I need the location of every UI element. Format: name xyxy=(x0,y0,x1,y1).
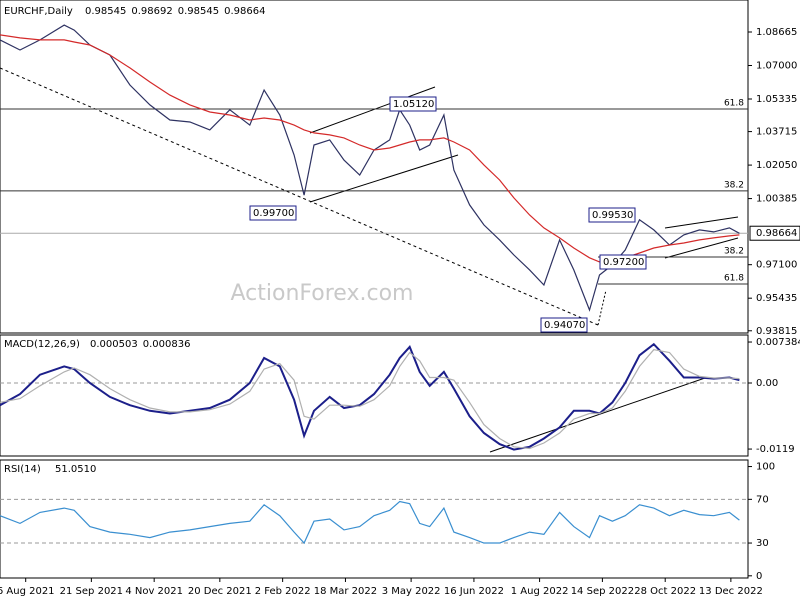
last-price-label: 0.98664 xyxy=(756,228,797,239)
y-tick-label: 1.03715 xyxy=(756,127,797,138)
channel-line xyxy=(309,154,459,203)
series-line xyxy=(0,342,740,451)
channel-line xyxy=(664,216,739,229)
y-tick-label: 0.97100 xyxy=(756,260,797,271)
y-tick-label: 100 xyxy=(756,462,775,473)
macd-panel xyxy=(0,334,749,457)
series-line xyxy=(0,349,740,450)
fib-label: 38.2 xyxy=(724,180,744,190)
rsi-title: RSI(14) xyxy=(4,464,41,475)
x-tick-label: 18 Mar 2022 xyxy=(314,586,377,597)
annotation-box xyxy=(249,205,297,221)
annotation-box xyxy=(588,207,636,223)
price-title: EURCHF,Daily xyxy=(4,6,73,17)
y-tick-label: 0.007384 xyxy=(756,337,800,348)
y-tick-label: 30 xyxy=(756,538,769,549)
y-tick-label: -0.0119 xyxy=(756,444,795,455)
x-tick-label: 20 Dec 2021 xyxy=(188,586,252,597)
macd-title: MACD(12,26,9) xyxy=(4,339,80,350)
annotation: 0.99530 xyxy=(592,210,633,221)
x-tick-label: 2 Feb 2022 xyxy=(255,586,311,597)
annotation: 0.99700 xyxy=(253,208,294,219)
series-line xyxy=(0,24,740,312)
rsi-panel xyxy=(0,459,749,579)
x-tick-label: 6 Aug 2021 xyxy=(0,586,55,597)
annotation: 0.94070 xyxy=(544,320,585,331)
y-tick-label: 1.07000 xyxy=(756,60,797,71)
y-tick-label: 1.05335 xyxy=(756,94,797,105)
x-tick-label: 16 Jun 2022 xyxy=(444,586,504,597)
x-tick-label: 21 Sep 2021 xyxy=(60,586,123,597)
annotation-box xyxy=(599,254,647,270)
series-line xyxy=(0,500,740,545)
fib-label: 61.8 xyxy=(724,98,744,108)
y-tick-label: 0.93815 xyxy=(756,326,797,337)
y-tick-label: 1.08665 xyxy=(756,27,797,38)
y-tick-label: 70 xyxy=(756,494,769,505)
channel-line xyxy=(309,86,436,134)
header-value: 51.0510 xyxy=(55,464,96,475)
header-value: 0.98545 xyxy=(178,6,219,17)
header-value: 0.000836 xyxy=(143,339,191,350)
x-tick-label: 1 Aug 2022 xyxy=(511,586,569,597)
annotation: 1.05120 xyxy=(393,99,434,110)
y-tick-label: 0.00 xyxy=(756,378,778,389)
x-tick-label: 4 Nov 2021 xyxy=(125,586,183,597)
y-tick-label: 1.00385 xyxy=(756,194,797,205)
x-tick-label: 13 Dec 2022 xyxy=(699,586,763,597)
fib-label: 38.2 xyxy=(724,247,744,257)
series-line xyxy=(0,34,740,263)
header-value: 0.98664 xyxy=(224,6,265,17)
x-tick-label: 3 May 2022 xyxy=(382,586,441,597)
x-tick-label: 14 Sep 2022 xyxy=(571,586,634,597)
header-value: 0.98545 xyxy=(85,6,126,17)
fib-label: 61.8 xyxy=(724,274,744,284)
trendline xyxy=(597,289,607,326)
annotation-box xyxy=(389,96,437,112)
header-value: 0.000503 xyxy=(90,339,138,350)
trendlines xyxy=(0,67,739,453)
last-price-box xyxy=(749,225,800,241)
x-tick-label: 28 Oct 2022 xyxy=(634,586,696,597)
y-tick-label: 0 xyxy=(756,571,762,582)
trendline xyxy=(0,67,599,326)
watermark: ActionForex.com xyxy=(231,281,414,306)
annotation-box xyxy=(540,317,588,333)
y-tick-label: 1.02050 xyxy=(756,160,797,171)
price-panel xyxy=(0,0,749,334)
macd-trendline xyxy=(489,377,706,453)
annotation: 0.97200 xyxy=(603,257,644,268)
y-tick-label: 0.95435 xyxy=(756,293,797,304)
header-value: 0.98692 xyxy=(131,6,172,17)
channel-line xyxy=(664,237,739,259)
